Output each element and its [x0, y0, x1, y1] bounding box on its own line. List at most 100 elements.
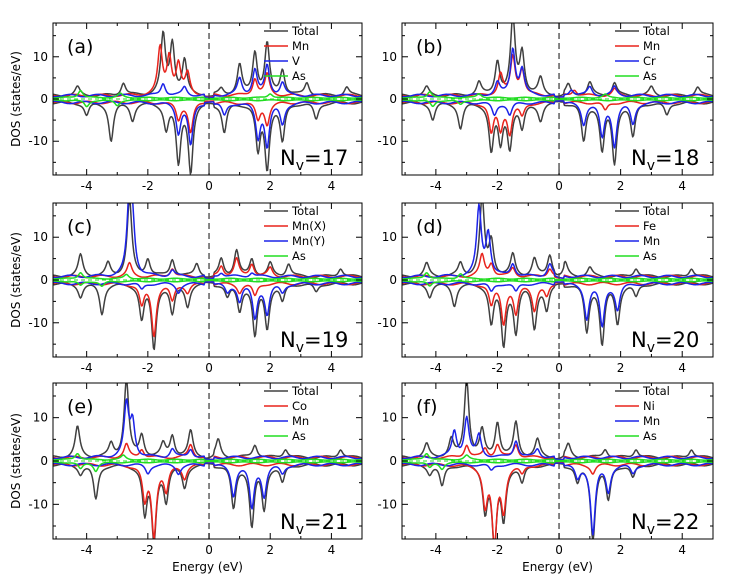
series-line: [53, 30, 362, 98]
y-tick-label: 0: [389, 454, 397, 468]
annotation-subscript: v: [296, 340, 304, 356]
legend-entry: Mn: [292, 39, 309, 53]
legend-entry: As: [643, 69, 657, 83]
legend-entry: Mn: [292, 414, 309, 428]
x-tick-label: -2: [491, 361, 503, 375]
x-tick-label: 0: [205, 179, 213, 193]
plot-area: [402, 23, 713, 166]
annotation-value: =18: [655, 146, 699, 170]
panel-label: (c): [67, 216, 92, 238]
series-line: [402, 415, 713, 461]
legend-entry: As: [292, 429, 306, 443]
annotation-subscript: v: [647, 340, 655, 356]
legend-entry: As: [292, 249, 306, 263]
legend-entry: Mn: [643, 39, 660, 53]
y-tick-label: 10: [33, 411, 48, 425]
plot-area: [402, 383, 713, 539]
series-line: [53, 203, 362, 280]
y-tick-label: -10: [28, 497, 48, 511]
legend-entry: Mn(X): [292, 219, 326, 233]
x-tick-label: -4: [81, 361, 93, 375]
x-tick-label: 4: [678, 543, 686, 557]
legend-entry: Total: [642, 204, 670, 218]
x-tick-label: 4: [328, 361, 336, 375]
x-tick-label: 2: [617, 361, 625, 375]
annotation-symbol: N: [280, 328, 296, 352]
legend-entry: As: [643, 249, 657, 263]
x-tick-label: 4: [678, 361, 686, 375]
annotation-value: =17: [304, 146, 348, 170]
series-line: [53, 43, 362, 98]
y-tick-label: 10: [382, 411, 397, 425]
series-line: [402, 281, 713, 328]
legend-entry: Total: [291, 204, 319, 218]
x-tick-label: -2: [142, 543, 154, 557]
panel-label: (b): [416, 36, 443, 58]
series-line: [402, 460, 713, 471]
y-tick-label: -10: [377, 134, 397, 148]
x-tick-label: 0: [205, 543, 213, 557]
plot-area: [402, 203, 713, 349]
series-line: [402, 100, 713, 149]
series-line: [402, 98, 713, 108]
y-tick-label: 0: [40, 454, 48, 468]
series-line: [402, 462, 713, 536]
legend-entry: Total: [642, 24, 670, 38]
panel-label: (f): [416, 396, 438, 418]
x-tick-label: 2: [266, 361, 274, 375]
y-tick-label: 10: [33, 50, 48, 64]
annotation-value: =19: [304, 328, 348, 352]
series-line: [53, 460, 362, 473]
series-line: [402, 91, 713, 100]
legend-entry: V: [292, 54, 300, 68]
series-line: [53, 398, 362, 461]
x-tick-label: 2: [266, 543, 274, 557]
y-axis-label: DOS (states/eV): [9, 51, 23, 147]
x-tick-label: -4: [430, 361, 442, 375]
x-tick-label: 2: [617, 543, 625, 557]
annotation-value: =20: [655, 328, 699, 352]
x-axis-label: Energy (eV): [522, 560, 593, 574]
series-line: [53, 279, 362, 288]
series-line: [53, 100, 362, 175]
series-line: [53, 89, 362, 100]
series-line: [53, 100, 362, 134]
annotation-subscript: v: [647, 158, 655, 174]
series-line: [53, 100, 362, 149]
y-tick-label: -10: [28, 134, 48, 148]
x-tick-label: 4: [328, 543, 336, 557]
y-tick-label: -10: [28, 316, 48, 330]
x-tick-label: 0: [205, 361, 213, 375]
x-tick-label: 4: [678, 179, 686, 193]
series-line: [53, 63, 362, 99]
x-tick-label: -2: [142, 179, 154, 193]
legend-entry: As: [643, 429, 657, 443]
series-line: [53, 98, 362, 108]
annotation-symbol: N: [631, 510, 647, 534]
series-line: [402, 203, 713, 280]
x-tick-label: 0: [555, 543, 563, 557]
series-line: [402, 462, 713, 539]
y-axis-label: DOS (states/eV): [9, 413, 23, 509]
annotation-subscript: v: [296, 522, 304, 538]
x-tick-label: -4: [430, 543, 442, 557]
annotation-symbol: N: [631, 328, 647, 352]
panel-label: (d): [416, 216, 443, 238]
series-line: [402, 452, 713, 462]
legend-entry: Mn(Y): [292, 234, 325, 248]
valence-annotation: Nv=22: [631, 510, 699, 538]
valence-annotation: Nv=21: [280, 510, 348, 538]
x-tick-label: 2: [266, 179, 274, 193]
series-line: [402, 461, 713, 539]
annotation-value: =22: [655, 510, 699, 534]
y-tick-label: 10: [33, 230, 48, 244]
plot-area: [53, 383, 362, 539]
x-tick-label: -2: [491, 543, 503, 557]
annotation-subscript: v: [296, 158, 304, 174]
